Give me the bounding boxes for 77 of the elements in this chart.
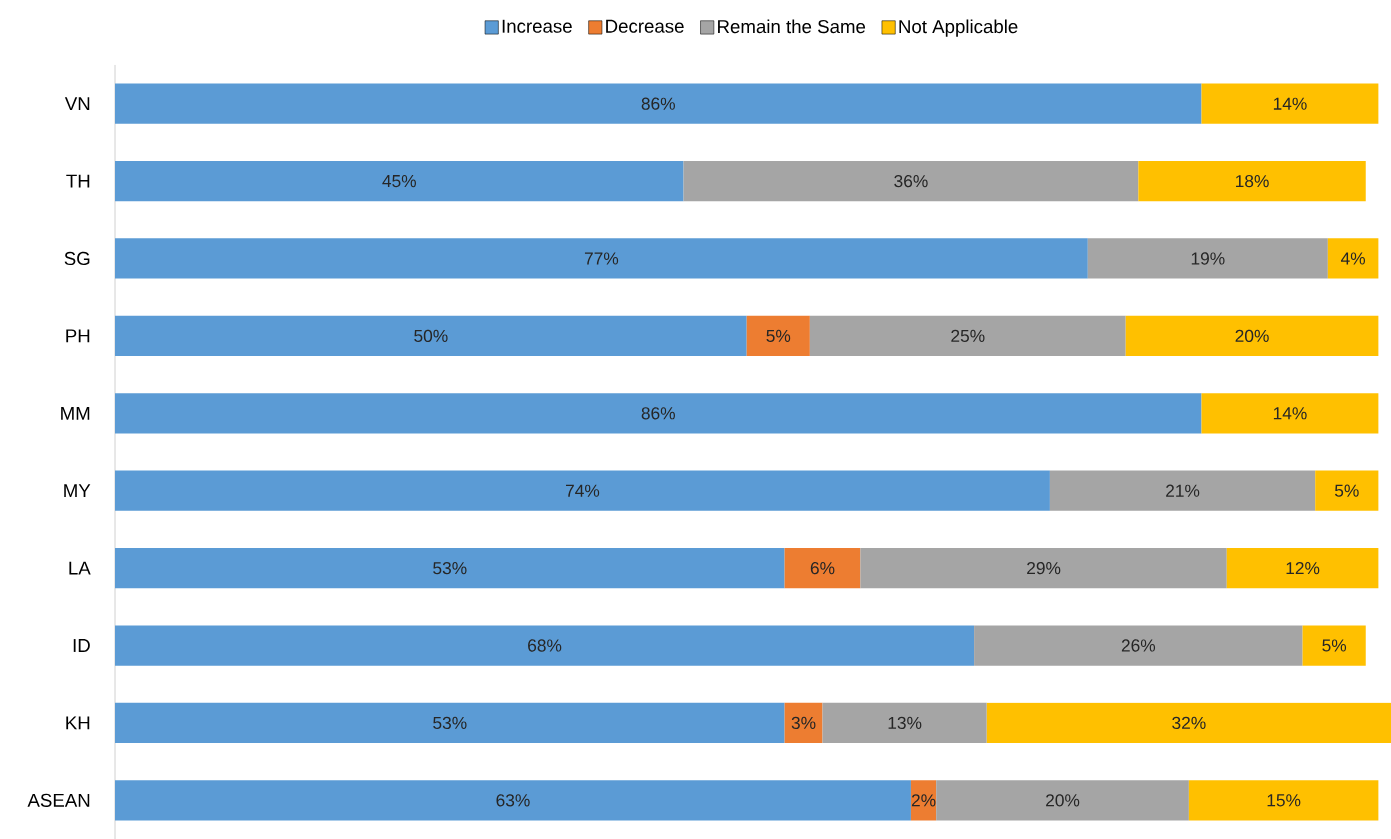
bar (115, 470, 1050, 511)
bar (115, 83, 1202, 124)
y-tick-label: VN (64, 97, 90, 111)
legend-label: Remain the Same (718, 19, 866, 34)
bar (1125, 315, 1379, 357)
data-label: 19% (1191, 252, 1225, 265)
legend-label: Increase (502, 19, 572, 33)
bar (683, 160, 1139, 202)
data-label: 32% (1172, 716, 1206, 730)
bar (115, 702, 785, 744)
data-label: 6% (810, 561, 835, 575)
bar (115, 160, 684, 202)
data-label: 18% (1236, 174, 1269, 188)
bar (822, 702, 987, 744)
bar (115, 393, 1202, 434)
data-label: 50% (414, 329, 448, 343)
bar (1201, 393, 1379, 434)
bar (1226, 547, 1379, 589)
bar (860, 547, 1227, 589)
y-tick-label: TH (66, 174, 90, 188)
bar (809, 315, 1126, 357)
data-label: 77% (584, 252, 619, 265)
data-label: 2% (911, 794, 936, 807)
y-tick-label: MM (61, 406, 90, 420)
data-label: 25% (951, 329, 985, 343)
data-label: 86% (641, 407, 675, 420)
legend-label: Not Applicable (899, 19, 1018, 37)
bar (986, 702, 1391, 744)
data-label: 3% (791, 716, 816, 730)
bar (936, 780, 1189, 821)
bar (1302, 625, 1366, 666)
data-label: 5% (1322, 639, 1347, 652)
bar (115, 238, 1088, 279)
y-tick-label: LA (69, 561, 91, 575)
bar (1087, 238, 1328, 279)
data-label: 29% (1027, 561, 1061, 575)
data-label: 15% (1267, 794, 1301, 807)
y-tick-label: PH (66, 329, 90, 343)
data-label: 4% (1340, 252, 1366, 265)
data-label: 14% (1273, 97, 1307, 110)
bar (974, 625, 1303, 666)
bar (1138, 160, 1366, 202)
bar (115, 315, 747, 357)
data-label: 12% (1286, 562, 1320, 575)
bar (115, 780, 911, 821)
data-label: 45% (382, 175, 416, 188)
data-label: 21% (1166, 484, 1200, 497)
bar (1327, 238, 1379, 279)
bar (1201, 83, 1379, 124)
data-label: 74% (566, 484, 600, 497)
bar (1315, 470, 1379, 511)
data-label: 5% (1334, 484, 1359, 497)
bar (784, 702, 823, 744)
data-label: 53% (433, 716, 467, 730)
data-label: 68% (528, 639, 562, 652)
bar (1188, 780, 1379, 821)
data-label: 14% (1273, 407, 1307, 420)
data-label: 5% (766, 329, 791, 342)
data-label: 63% (496, 794, 530, 807)
y-tick-label: KH (66, 716, 90, 730)
data-label: 36% (894, 174, 928, 188)
y-tick-label: SG (64, 251, 90, 266)
y-tick-label: ID (73, 639, 90, 652)
data-label: 20% (1046, 794, 1080, 807)
bar (746, 315, 810, 357)
y-tick-label: ASEAN (27, 793, 90, 807)
data-label: 86% (641, 97, 675, 110)
bar (115, 625, 975, 666)
data-label: 20% (1235, 329, 1269, 343)
legend-label: Decrease (606, 19, 684, 33)
bar (784, 547, 861, 589)
y-tick-label: MY (64, 484, 91, 498)
bar (115, 547, 785, 589)
bar (1049, 470, 1316, 511)
data-label: 26% (1121, 639, 1156, 652)
data-label: 13% (888, 716, 922, 730)
data-label: 53% (433, 561, 467, 575)
